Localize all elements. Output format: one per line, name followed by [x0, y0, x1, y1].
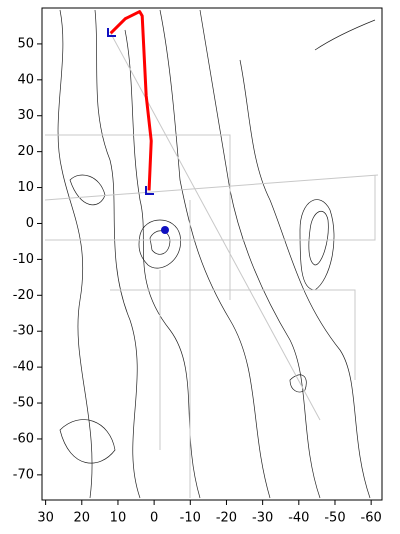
y-tick-label: -60: [13, 431, 34, 446]
x-tick-label: 10: [110, 511, 127, 526]
x-tick-label: 30: [37, 511, 54, 526]
x-tick-label: -20: [216, 511, 237, 526]
survey-lines: [44, 31, 379, 498]
contours: [57, 9, 376, 499]
y-tick-label: 30: [17, 108, 34, 123]
x-tick-label: -50: [324, 511, 345, 526]
x-tick-label: -30: [252, 511, 273, 526]
y-tick-label: -20: [13, 288, 34, 303]
y-tick-label: 0: [26, 216, 34, 231]
x-tick-label: -40: [288, 511, 309, 526]
y-tick-label: -40: [13, 360, 34, 375]
y-tick-label: 50: [17, 36, 34, 51]
y-tick-label: 20: [17, 144, 34, 159]
y-tick-label: -10: [13, 252, 34, 267]
x-tick-label: 0: [150, 511, 158, 526]
track: [109, 10, 153, 191]
y-tick-label: -30: [13, 324, 34, 339]
y-tick-label: -70: [13, 467, 34, 482]
y-tick-label: -50: [13, 396, 34, 411]
markers: [107, 28, 154, 195]
y-tick-label: 10: [17, 180, 34, 195]
x-tick-label: -10: [180, 511, 201, 526]
marker: [161, 226, 169, 234]
y-tick-label: 40: [17, 72, 34, 87]
x-tick-label: 20: [74, 511, 91, 526]
x-tick-label: -60: [361, 511, 382, 526]
frame: [41, 7, 383, 501]
